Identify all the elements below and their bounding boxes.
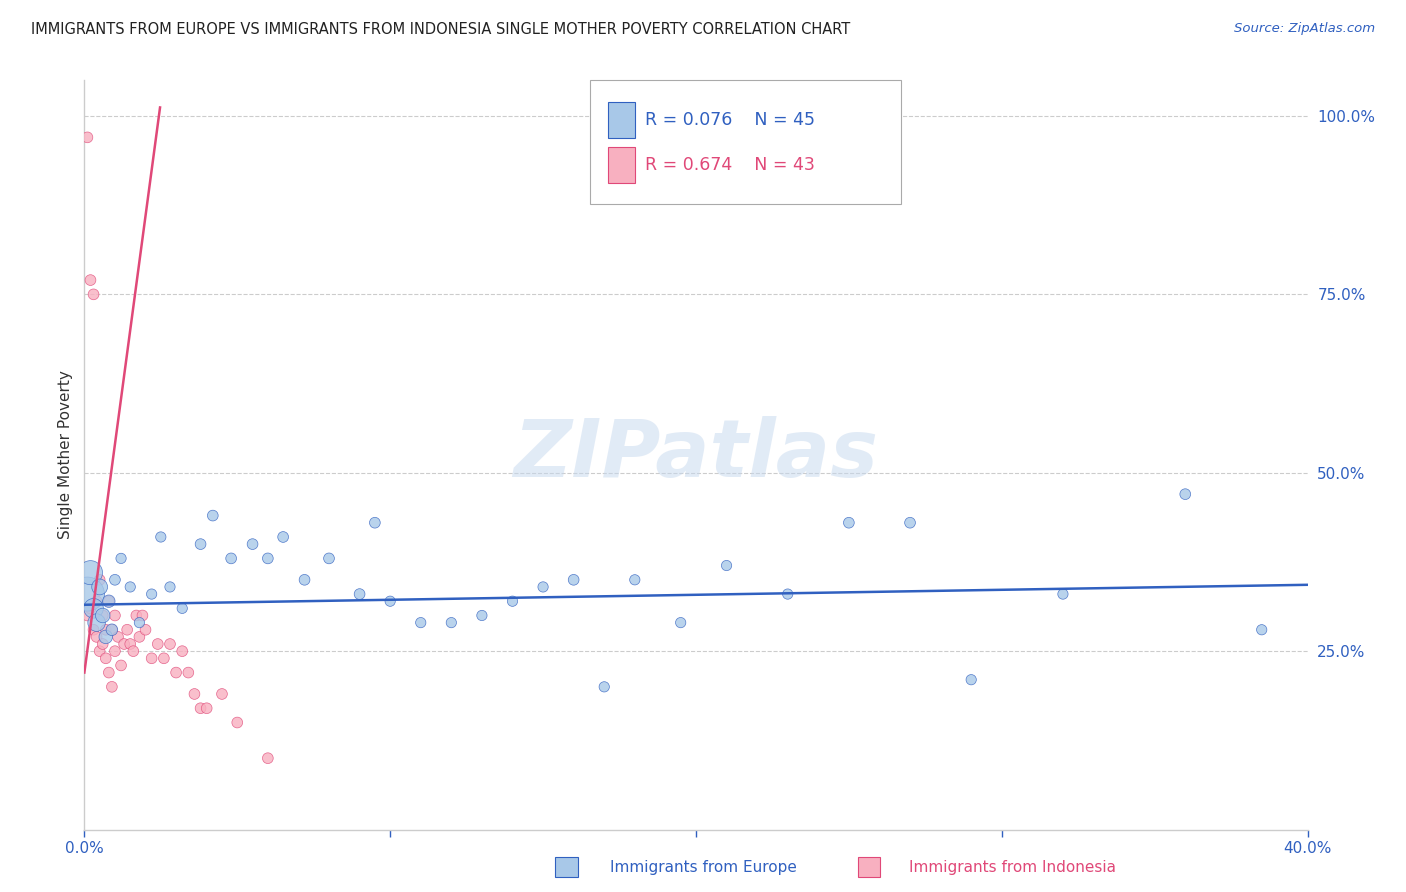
Point <box>91 608 114 623</box>
Point <box>89 573 111 587</box>
Point <box>131 608 153 623</box>
Point <box>89 644 111 658</box>
Point <box>1250 623 1272 637</box>
Text: ZIPatlas: ZIPatlas <box>513 416 879 494</box>
Point <box>177 665 200 680</box>
Point <box>190 537 212 551</box>
Point <box>898 516 921 530</box>
Point <box>562 573 585 587</box>
FancyBboxPatch shape <box>607 147 636 183</box>
Text: R = 0.076    N = 45: R = 0.076 N = 45 <box>644 111 814 129</box>
Point <box>211 687 233 701</box>
Point <box>76 130 98 145</box>
Point <box>104 573 127 587</box>
Point <box>97 665 120 680</box>
FancyBboxPatch shape <box>607 102 636 138</box>
Point <box>125 608 148 623</box>
Point <box>79 601 101 615</box>
Point <box>120 580 142 594</box>
Point <box>112 637 135 651</box>
Point <box>294 573 316 587</box>
Point <box>89 580 111 594</box>
Point <box>107 630 129 644</box>
Point <box>91 637 114 651</box>
Point <box>94 630 117 644</box>
Point <box>91 608 114 623</box>
Point <box>97 594 120 608</box>
Point <box>318 551 340 566</box>
Text: Immigrants from Europe: Immigrants from Europe <box>610 860 796 874</box>
Point <box>83 623 105 637</box>
Point <box>97 594 120 608</box>
Point <box>79 273 101 287</box>
Point <box>219 551 242 566</box>
Point <box>83 287 105 301</box>
Point <box>669 615 692 630</box>
Point <box>195 701 218 715</box>
Point <box>172 644 194 658</box>
Point <box>364 516 387 530</box>
Point <box>440 615 463 630</box>
Point <box>149 530 172 544</box>
Point <box>141 651 163 665</box>
Point <box>83 601 105 615</box>
Point <box>257 551 280 566</box>
Point <box>115 623 138 637</box>
Text: IMMIGRANTS FROM EUROPE VS IMMIGRANTS FROM INDONESIA SINGLE MOTHER POVERTY CORREL: IMMIGRANTS FROM EUROPE VS IMMIGRANTS FRO… <box>31 22 851 37</box>
Point <box>94 651 117 665</box>
Point <box>624 573 647 587</box>
Point <box>141 587 163 601</box>
Point <box>94 623 117 637</box>
Point <box>201 508 224 523</box>
Point <box>409 615 432 630</box>
Point <box>226 715 249 730</box>
Point <box>502 594 524 608</box>
Point <box>86 630 108 644</box>
Text: R = 0.674    N = 43: R = 0.674 N = 43 <box>644 156 814 174</box>
Point <box>110 551 132 566</box>
Point <box>101 623 124 637</box>
Point <box>120 637 142 651</box>
Text: Immigrants from Indonesia: Immigrants from Indonesia <box>908 860 1116 874</box>
Point <box>86 615 108 630</box>
Point <box>159 637 181 651</box>
Point <box>153 651 176 665</box>
Point <box>135 623 157 637</box>
Point <box>380 594 402 608</box>
Point <box>110 658 132 673</box>
Point <box>128 630 150 644</box>
Point <box>165 665 187 680</box>
Text: Source: ZipAtlas.com: Source: ZipAtlas.com <box>1234 22 1375 36</box>
Point <box>271 530 294 544</box>
FancyBboxPatch shape <box>589 80 901 204</box>
Point <box>531 580 554 594</box>
Point <box>104 644 127 658</box>
Point <box>716 558 738 573</box>
Point <box>172 601 194 615</box>
Point <box>183 687 205 701</box>
Point <box>122 644 145 658</box>
Point <box>128 615 150 630</box>
Point <box>190 701 212 715</box>
Point <box>471 608 494 623</box>
Point <box>776 587 799 601</box>
Point <box>79 566 101 580</box>
Point <box>593 680 616 694</box>
Point <box>104 608 127 623</box>
Point <box>960 673 983 687</box>
Point <box>101 623 124 637</box>
Point <box>838 516 860 530</box>
Point <box>1174 487 1197 501</box>
Point <box>86 594 108 608</box>
Y-axis label: Single Mother Poverty: Single Mother Poverty <box>58 370 73 540</box>
Point <box>242 537 264 551</box>
Point <box>76 587 98 601</box>
Point <box>1052 587 1074 601</box>
Point <box>76 608 98 623</box>
Point <box>146 637 169 651</box>
Point <box>257 751 280 765</box>
Point <box>159 580 181 594</box>
Point <box>101 680 124 694</box>
Point <box>349 587 371 601</box>
